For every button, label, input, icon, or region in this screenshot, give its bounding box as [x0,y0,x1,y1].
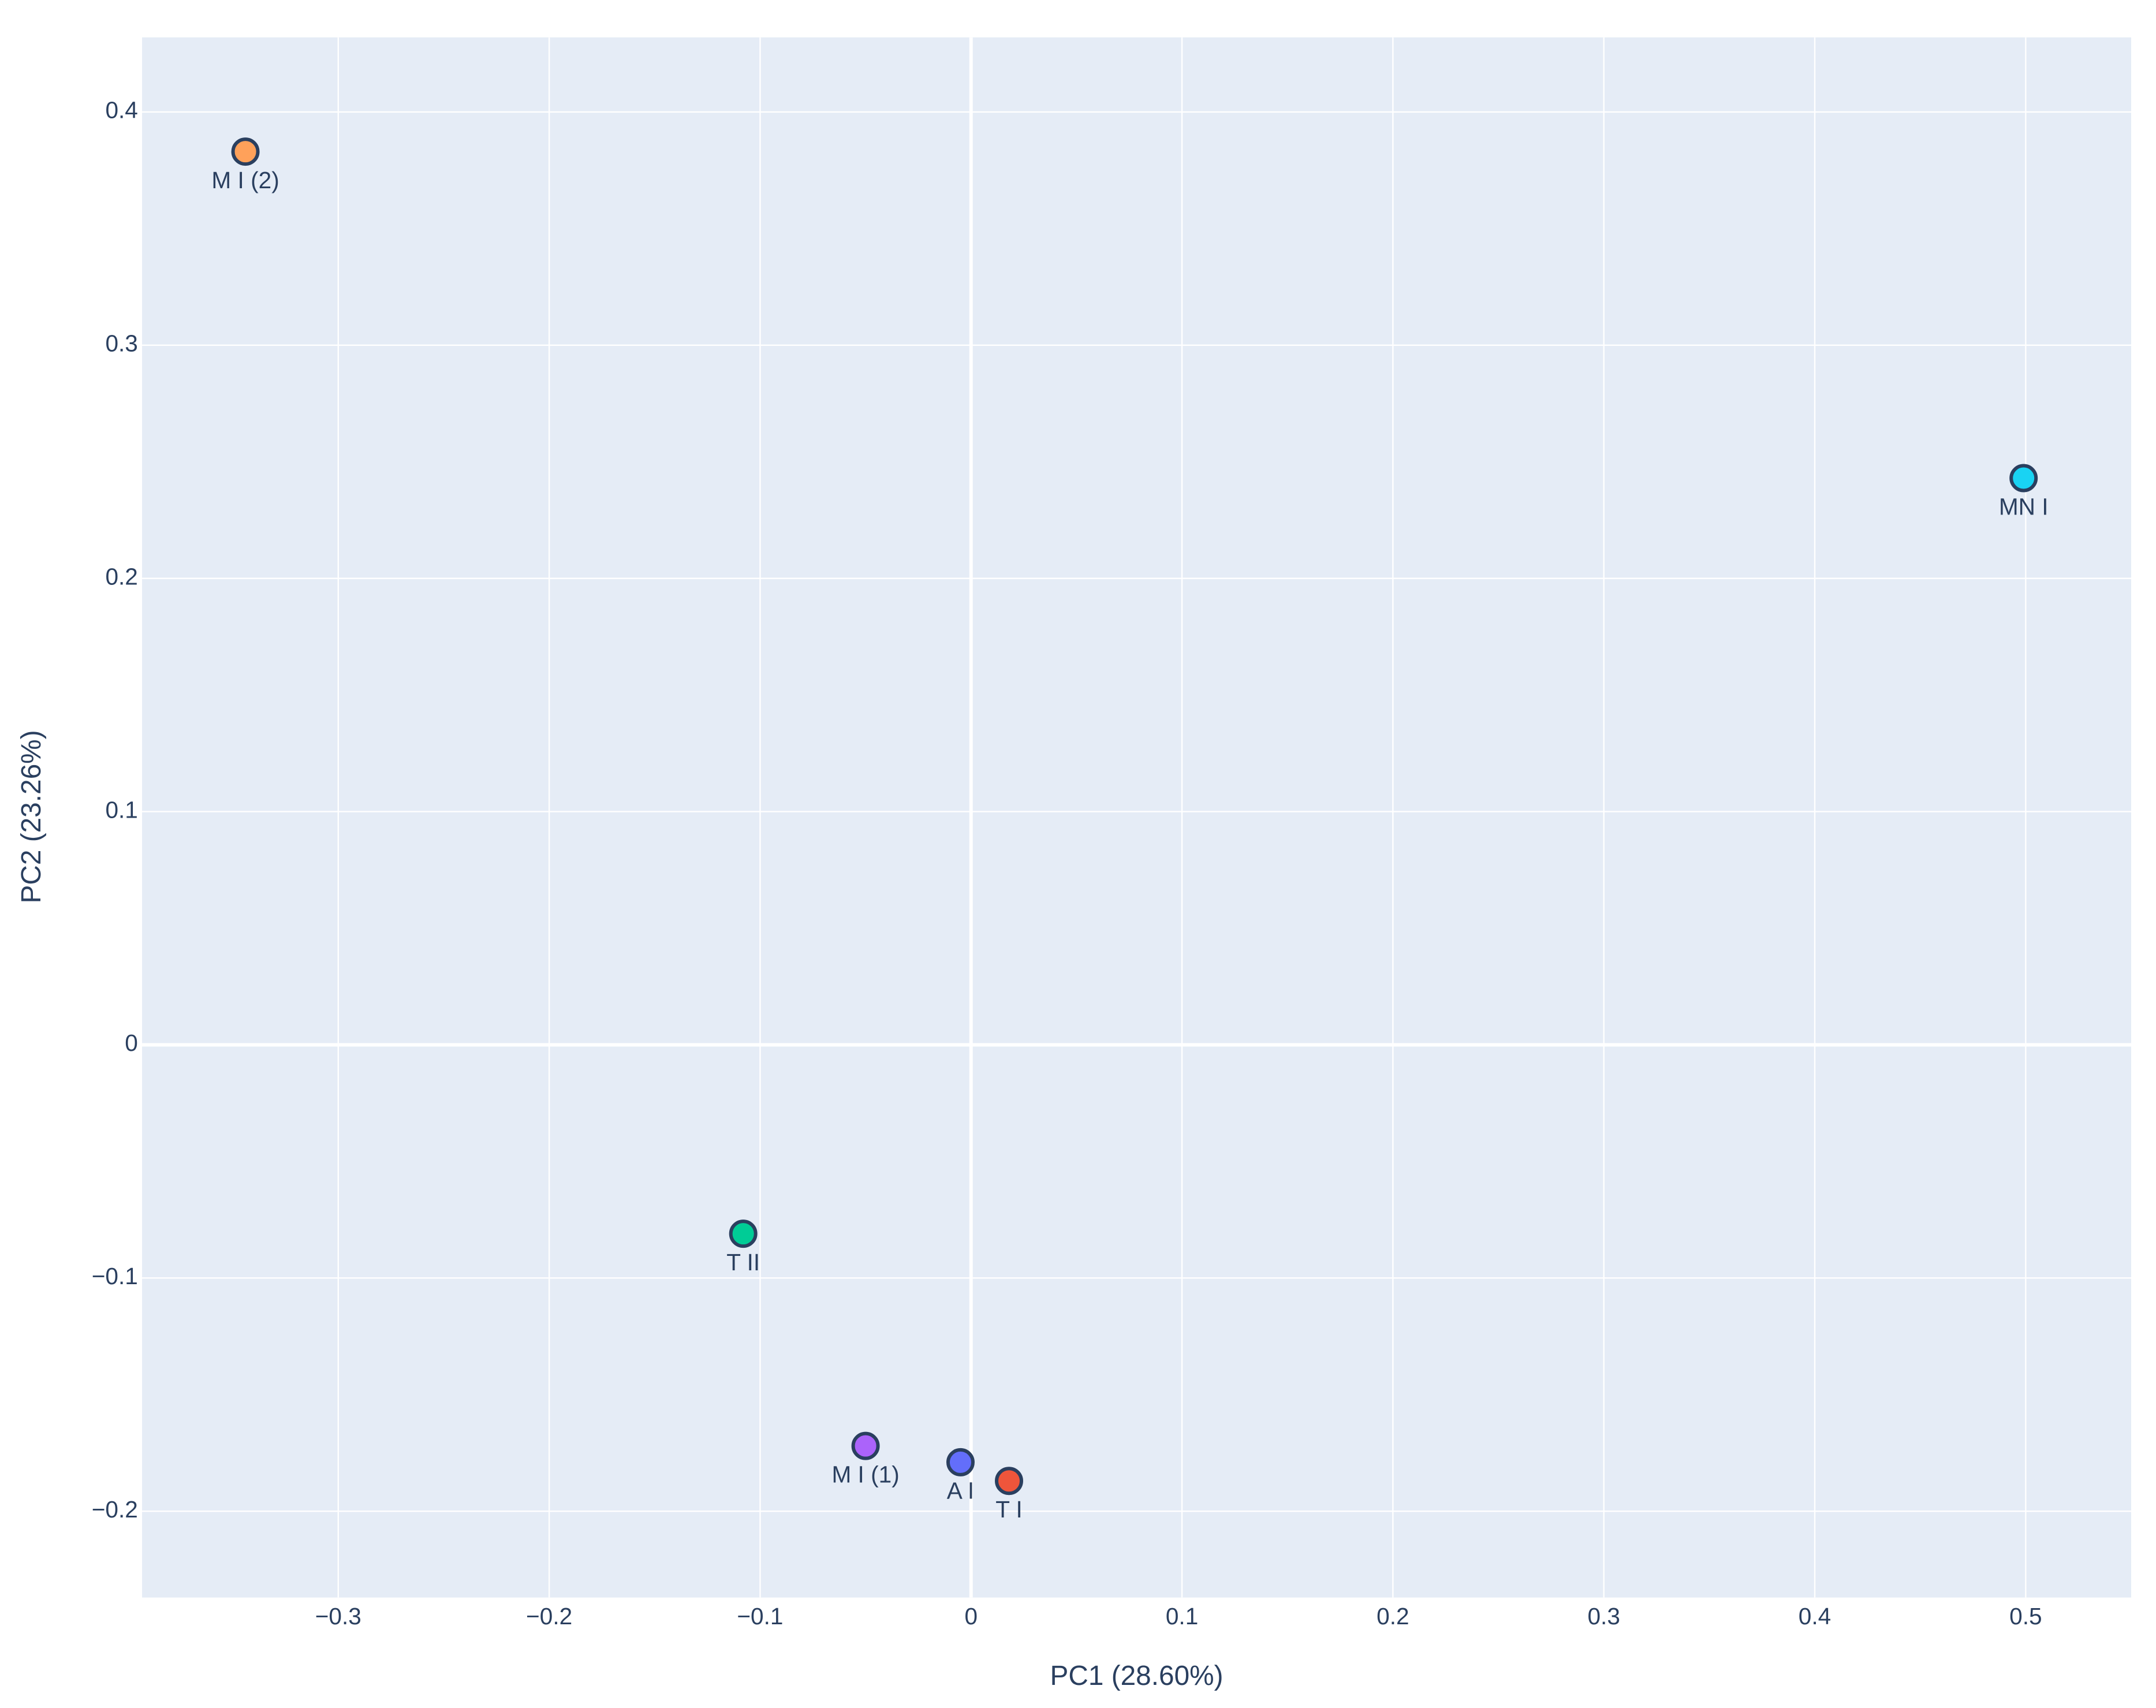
x-tick-label: 0.2 [1377,1603,1409,1629]
point-label: T I [995,1496,1023,1523]
x-tick-label: −0.2 [526,1603,572,1629]
x-tick-label: 0.1 [1166,1603,1198,1629]
point [231,137,260,166]
x-tick-label: 0.5 [2009,1603,2042,1629]
plot-area [142,37,2131,1598]
x-tick-label: 0.4 [1799,1603,1831,1629]
point [995,1467,1024,1496]
point [729,1220,758,1248]
y-tick-label: 0.4 [105,97,137,124]
point-label: MN I [1999,493,2049,520]
x-tick-label: 0 [964,1603,978,1629]
y-tick-label: 0.2 [105,563,137,590]
y-tick-label: 0.3 [105,330,137,357]
y-tick-label: −0.1 [92,1263,138,1289]
y-tick-label: −0.2 [92,1496,138,1523]
point-label: M I (1) [831,1461,899,1487]
x-tick-label: −0.1 [737,1603,783,1629]
x-tick-label: 0.3 [1587,1603,1620,1629]
y-axis-title: PC2 (23.26%) [16,730,47,903]
point-label: M I (2) [211,167,279,193]
point-label: A I [947,1478,974,1504]
x-tick-label: −0.3 [315,1603,361,1629]
point [946,1448,975,1476]
x-axis-title: PC1 (28.60%) [1050,1661,1224,1691]
point [2009,464,2038,493]
point [851,1431,880,1460]
y-tick-label: 0.1 [105,796,137,823]
point-label: T II [726,1249,760,1276]
y-tick-label: 0 [125,1030,138,1056]
